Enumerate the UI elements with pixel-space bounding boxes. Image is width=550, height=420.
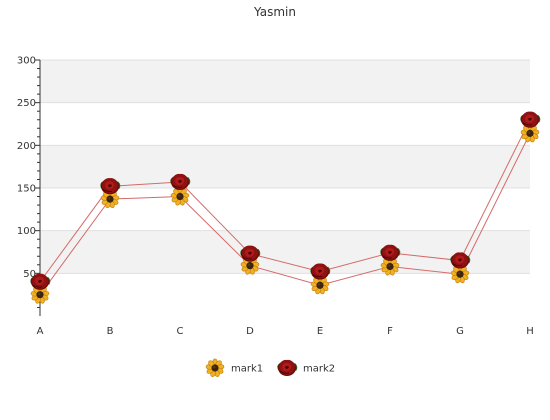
x-tick-label: F xyxy=(387,326,393,337)
y-tick-label: 200 xyxy=(17,141,36,152)
legend: mark1 mark2 xyxy=(205,358,335,378)
red-rose-icon xyxy=(276,359,298,377)
background-band xyxy=(40,230,530,274)
y-tick-label: 300 xyxy=(17,56,36,67)
x-tick-label: D xyxy=(246,326,254,337)
x-tick-label: B xyxy=(107,326,114,337)
y-tick-label: 100 xyxy=(17,226,36,237)
series-line-mark2 xyxy=(39,119,531,283)
background-band xyxy=(40,145,530,188)
grid-lines xyxy=(40,59,530,274)
background-band xyxy=(40,60,530,103)
x-tick-label: E xyxy=(317,326,323,337)
legend-label: mark2 xyxy=(303,364,335,375)
x-tick-label: C xyxy=(177,326,184,337)
x-tick-label: H xyxy=(526,326,534,337)
series-line-mark1 xyxy=(39,133,531,295)
sunflower-icon xyxy=(205,358,225,378)
y-tick-label: 150 xyxy=(17,184,36,195)
axes: 50 100 150 200 250 300 A B C D E F G H xyxy=(17,56,534,338)
series-lines xyxy=(39,119,531,295)
x-tick-label: A xyxy=(37,326,44,337)
red-rose-icon-point xyxy=(519,111,541,129)
y-tick-label: 250 xyxy=(17,98,36,109)
legend-label: mark1 xyxy=(231,364,263,375)
plot-background-bands xyxy=(40,60,530,274)
y-tick-label: 50 xyxy=(23,269,36,280)
x-tick-label: G xyxy=(456,326,464,337)
chart-title: Yasmin xyxy=(253,5,296,19)
